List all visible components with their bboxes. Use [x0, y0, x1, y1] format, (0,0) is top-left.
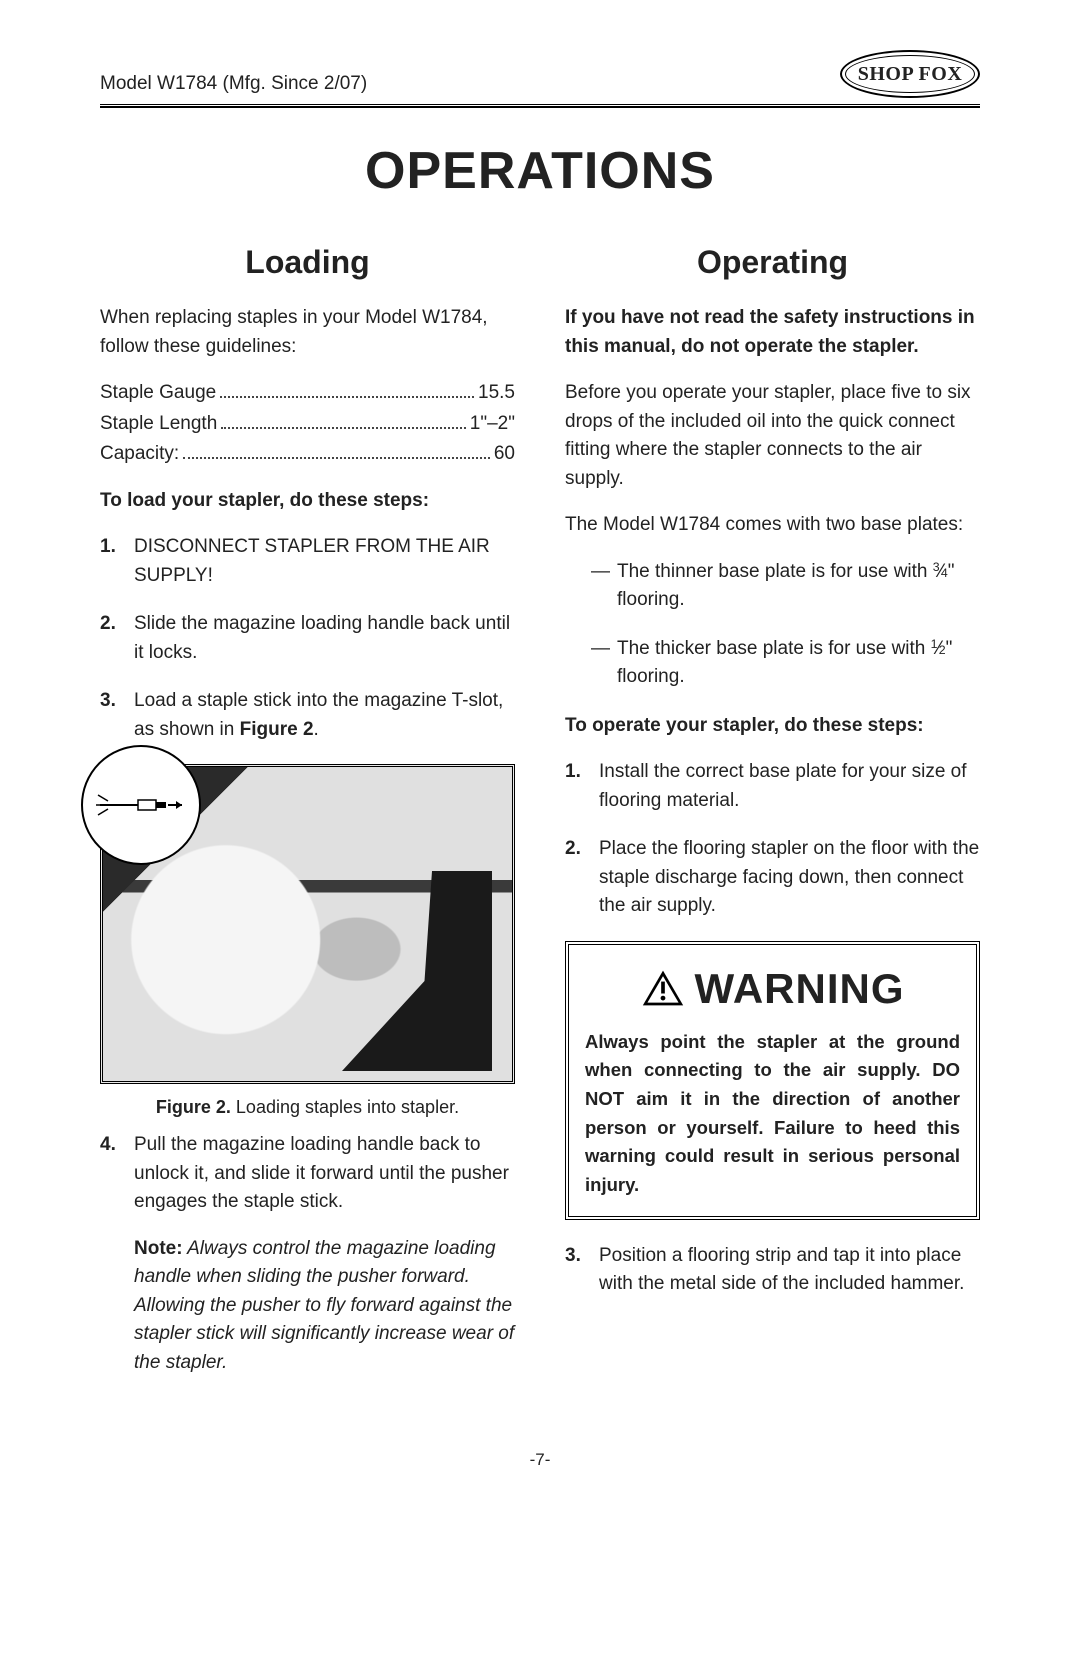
spec-row: Capacity: 60 [100, 440, 515, 469]
bp-thin-frac: 3⁄4 [933, 561, 948, 582]
loading-steps: DISCONNECT STAPLER FROM THE AIR SUPPLY! … [100, 533, 515, 744]
step3-post: . [314, 719, 319, 740]
baseplate-list: The thinner base plate is for use with 3… [565, 558, 980, 692]
figure-2-image [100, 764, 515, 1084]
loading-steps-heading: To load your stapler, do these steps: [100, 487, 515, 516]
spec-row: Staple Gauge 15.5 [100, 379, 515, 408]
loading-step-4: Pull the magazine loading handle back to… [100, 1131, 515, 1377]
bp-thick-num: 1 [931, 636, 938, 650]
warning-body: Always point the stapler at the ground w… [585, 1028, 960, 1200]
bp-thick-den: 2 [939, 643, 946, 657]
brand-logo-text: SHOP FOX [858, 59, 963, 89]
page-header: Model W1784 (Mfg. Since 2/07) SHOP FOX [100, 50, 980, 98]
loading-steps-cont: Pull the magazine loading handle back to… [100, 1131, 515, 1377]
loading-step-2: Slide the magazine loading handle back u… [100, 610, 515, 667]
operating-title: Operating [565, 238, 980, 286]
spec-label: Capacity: [100, 440, 179, 469]
loading-note: Note: Always control the magazine loadin… [134, 1235, 515, 1378]
brand-logo: SHOP FOX [840, 50, 980, 98]
oil-drops-icon [96, 785, 186, 825]
loading-intro: When replacing staples in your Model W17… [100, 304, 515, 361]
loading-step-1: DISCONNECT STAPLER FROM THE AIR SUPPLY! [100, 533, 515, 590]
figure-2-label: Figure 2. [156, 1097, 231, 1117]
header-rule [100, 104, 980, 108]
operating-step-3: Position a flooring strip and tap it int… [565, 1242, 980, 1299]
bp-thin-pre: The thinner base plate is for use with [617, 561, 933, 582]
loading-column: Loading When replacing staples in your M… [100, 238, 515, 1397]
figure-2-caption-text: Loading staples into stapler. [231, 1097, 459, 1117]
spec-leader [220, 381, 474, 398]
model-info: Model W1784 (Mfg. Since 2/07) [100, 70, 367, 99]
warning-heading: WARNING [585, 957, 960, 1020]
spec-label: Staple Length [100, 410, 217, 439]
loading-title: Loading [100, 238, 515, 286]
step3-figref: Figure 2 [240, 719, 314, 740]
note-label: Note: [134, 1238, 183, 1259]
baseplates-intro: The Model W1784 comes with two base plat… [565, 511, 980, 540]
step4-text: Pull the magazine loading handle back to… [134, 1134, 509, 1212]
warning-heading-text: WARNING [695, 957, 905, 1020]
page-title: OPERATIONS [100, 132, 980, 210]
warning-box: WARNING Always point the stapler at the … [565, 941, 980, 1220]
operating-steps: Install the correct base plate for your … [565, 758, 980, 921]
spec-value: 15.5 [478, 379, 515, 408]
content-columns: Loading When replacing staples in your M… [100, 238, 980, 1397]
operating-safety-notice: If you have not read the safety instruct… [565, 304, 980, 361]
spec-value: 60 [494, 440, 515, 469]
page-number: -7- [100, 1447, 980, 1473]
spec-value: 1"–2" [470, 410, 515, 439]
spec-leader [221, 411, 466, 428]
bp-thick-pre: The thicker base plate is for use with [617, 638, 931, 659]
baseplate-thick: The thicker base plate is for use with 1… [565, 635, 980, 692]
operating-before: Before you operate your stapler, place f… [565, 379, 980, 493]
bp-thin-den: 4 [941, 566, 948, 580]
bp-thin-num: 3 [933, 559, 940, 573]
operating-safety-notice-text: If you have not read the safety instruct… [565, 307, 975, 357]
operating-steps-cont: Position a flooring strip and tap it int… [565, 1242, 980, 1299]
spec-row: Staple Length 1"–2" [100, 410, 515, 439]
baseplate-thin: The thinner base plate is for use with 3… [565, 558, 980, 615]
spec-leader [183, 442, 490, 459]
warning-triangle-icon [641, 968, 685, 1008]
operating-step-1: Install the correct base plate for your … [565, 758, 980, 815]
figure-2-callout [81, 745, 201, 865]
figure-2: Figure 2. Loading staples into stapler. [100, 764, 515, 1121]
spec-list: Staple Gauge 15.5 Staple Length 1"–2" Ca… [100, 379, 515, 469]
bp-thick-frac: 1⁄2 [931, 638, 946, 659]
spec-label: Staple Gauge [100, 379, 216, 408]
operating-step-2: Place the flooring stapler on the floor … [565, 835, 980, 921]
note-body: Always control the magazine loading hand… [134, 1238, 514, 1373]
operating-steps-heading: To operate your stapler, do these steps: [565, 712, 980, 741]
loading-step-3: Load a staple stick into the magazine T-… [100, 687, 515, 744]
operating-column: Operating If you have not read the safet… [565, 238, 980, 1319]
figure-2-caption: Figure 2. Loading staples into stapler. [100, 1094, 515, 1121]
